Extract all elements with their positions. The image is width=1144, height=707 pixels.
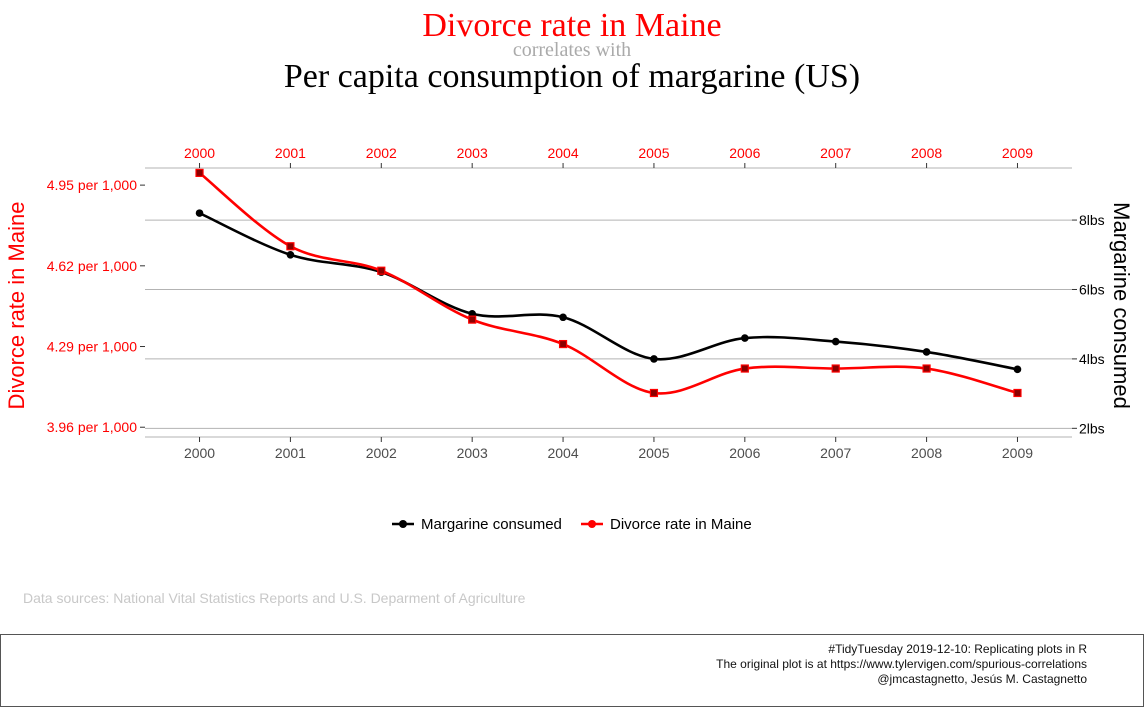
bottom-tick-label: 2007 [820, 445, 851, 461]
bottom-tick-label: 2003 [457, 445, 488, 461]
margarine-consumed-point [831, 337, 840, 346]
left-tick-label: 3.96 per 1,000 [47, 419, 138, 435]
bottom-tick-label: 2004 [547, 445, 578, 461]
right-axis-title: Margarine consumed [1109, 202, 1134, 409]
top-tick-label: 2005 [638, 145, 669, 161]
bottom-tick-label: 2005 [638, 445, 669, 461]
grid-lines [145, 219, 1072, 429]
top-tick-label: 2004 [547, 145, 578, 161]
right-tick-label: 8lbs [1079, 212, 1105, 228]
legend-label: Margarine consumed [421, 516, 562, 533]
legend-key-marker [588, 520, 596, 528]
right-tick-label: 4lbs [1079, 351, 1105, 367]
bottom-tick-label: 2009 [1002, 445, 1033, 461]
top-tick-label: 2006 [729, 145, 760, 161]
divorce-rate-in-maine-point [377, 266, 386, 275]
legend-key-marker [399, 520, 407, 528]
divorce-rate-in-maine-line [198, 171, 1018, 395]
margarine-consumed-point [195, 209, 204, 217]
margarine-consumed-point [286, 250, 295, 259]
margarine-consumed-point [559, 313, 567, 322]
left-tick-label: 4.62 per 1,000 [47, 258, 138, 274]
margarine-consumed-point [1013, 365, 1022, 374]
source-note: Data sources: National Vital Statistics … [23, 590, 526, 606]
caption-line-3: @jmcastagnetto, Jesús M. Castagnetto [877, 672, 1087, 686]
margarine-consumed-point [741, 334, 749, 342]
divorce-rate-in-maine-point [195, 168, 204, 177]
divorce-rate-in-maine-point [558, 339, 568, 349]
margarine-consumed-point [650, 355, 658, 363]
bottom-tick-label: 2000 [184, 445, 215, 461]
bottom-tick-label: 2002 [366, 445, 397, 461]
right-tick-label: 2lbs [1079, 420, 1105, 436]
margarine-consumed-line [198, 211, 1018, 371]
legend: Margarine consumed Divorce rate in Maine [392, 516, 752, 533]
top-tick-label: 2007 [820, 145, 851, 161]
top-tick-label: 2000 [184, 145, 215, 161]
caption-box: #TidyTuesday 2019-12-10: Replicating plo… [0, 634, 1144, 707]
chart-title: Divorce rate in Maine [422, 7, 721, 44]
divorce-rate-in-maine-point [1013, 388, 1022, 398]
chart-svg: Divorce rate in Maine correlates with Pe… [4, 7, 1134, 606]
bottom-tick-label: 2001 [275, 445, 306, 461]
top-tick-label: 2001 [275, 145, 306, 161]
margarine-consumed-point [922, 348, 931, 356]
axes: 2lbs 4lbs 6lbs 8lbs 3.96 per 1,000 4.29 per 1… [4, 145, 1134, 461]
legend-item-1: Margarine consumed [392, 516, 562, 533]
divorce-rate-in-maine-point [740, 364, 749, 373]
divorce-rate-in-maine-point [649, 388, 659, 398]
left-tick-label: 4.95 per 1,000 [47, 177, 138, 193]
legend-label: Divorce rate in Maine [610, 516, 752, 533]
divorce-rate-in-maine-point [922, 364, 931, 373]
right-tick-label: 6lbs [1079, 281, 1105, 297]
legend-item-2: Divorce rate in Maine [581, 516, 752, 533]
left-axis-title: Divorce rate in Maine [4, 202, 29, 410]
left-tick-label: 4.29 per 1,000 [47, 339, 138, 355]
divorce-rate-in-maine-point [468, 315, 477, 324]
divorce-rate-in-maine-point [831, 364, 840, 373]
divorce-rate-in-maine-point [286, 242, 295, 251]
caption-line-1: #TidyTuesday 2019-12-10: Replicating plo… [828, 642, 1087, 656]
top-tick-label: 2008 [911, 145, 942, 161]
bottom-tick-label: 2008 [911, 445, 942, 461]
series-layer [195, 168, 1022, 398]
caption-line-2: The original plot is at https://www.tyle… [716, 657, 1087, 671]
bottom-tick-label: 2006 [729, 445, 760, 461]
chart-subtitle: Per capita consumption of margarine (US) [284, 58, 860, 95]
top-tick-label: 2002 [366, 145, 397, 161]
chart-connector-text: correlates with [513, 39, 631, 61]
top-tick-label: 2003 [457, 145, 488, 161]
top-tick-label: 2009 [1002, 145, 1033, 161]
